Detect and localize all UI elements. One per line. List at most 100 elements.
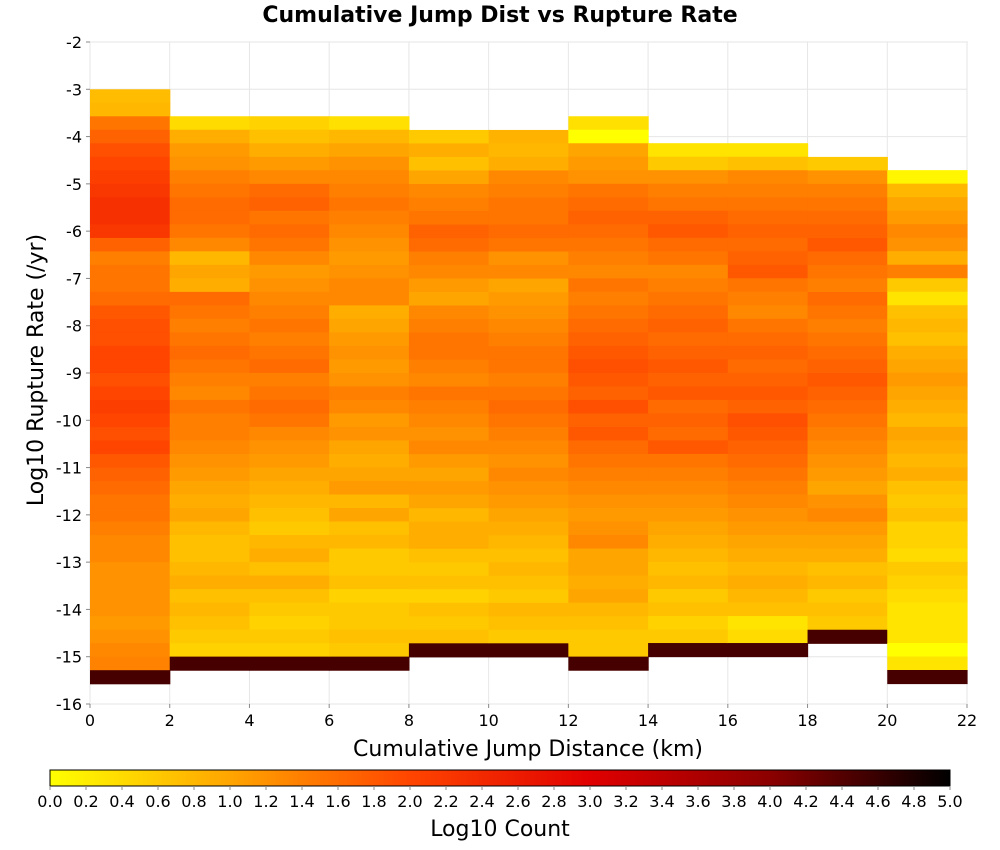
x-tick-label: 20 (877, 711, 897, 730)
heatmap-cell (329, 264, 410, 279)
heatmap-cell (727, 616, 809, 631)
heatmap-cell (568, 197, 649, 212)
heatmap-cell (727, 291, 809, 306)
colorbar-tick-label: 3.8 (721, 792, 746, 811)
heatmap-cell (249, 426, 330, 442)
heatmap-cell (568, 345, 649, 361)
heatmap-cell (488, 629, 569, 644)
heatmap-cell (727, 507, 809, 523)
heatmap-cell (249, 386, 330, 401)
y-tick-label: -16 (56, 695, 82, 714)
x-tick-label: 12 (558, 711, 578, 730)
heatmap-cell (727, 643, 809, 658)
heatmap-cell (329, 602, 410, 617)
heatmap-cell (408, 197, 490, 212)
heatmap-cell (887, 480, 968, 495)
heatmap-cell (807, 346, 888, 361)
colorbar-tick-label: 1.2 (253, 792, 278, 811)
heatmap-cell (488, 602, 569, 617)
heatmap-cell (90, 670, 171, 685)
heatmap-cell (408, 413, 490, 428)
heatmap-cell (329, 521, 410, 536)
heatmap-cell (887, 453, 968, 468)
x-tick-label: 16 (718, 711, 738, 730)
heatmap-cell (329, 656, 410, 671)
heatmap-cell (568, 224, 649, 239)
heatmap-cell (249, 237, 330, 252)
heatmap-cell (568, 629, 649, 644)
heatmap-cell (568, 562, 649, 577)
y-tick-label: -7 (66, 269, 82, 288)
colorbar-tick-label: 1.6 (325, 792, 350, 811)
heatmap-cell (249, 129, 330, 144)
heatmap-cell (568, 602, 649, 617)
colorbar-tick-label: 4.4 (829, 792, 854, 811)
heatmap-cell (169, 237, 251, 252)
heatmap-cell (887, 426, 968, 441)
heatmap-cell (488, 129, 569, 145)
colorbar-tick-label: 2.8 (541, 792, 566, 811)
heatmap-cell (169, 508, 251, 523)
heatmap-cell (169, 156, 251, 171)
heatmap-cell (249, 156, 330, 171)
colorbar-tick-label: 4.8 (901, 792, 926, 811)
heatmap-cell (648, 318, 729, 333)
heatmap-cell (648, 237, 729, 252)
heatmap-cell (329, 278, 410, 293)
heatmap-cell (887, 575, 968, 590)
heatmap-cell (408, 454, 490, 469)
heatmap-cell (169, 170, 251, 185)
heatmap-cell (887, 291, 968, 306)
heatmap-cell (568, 386, 649, 401)
heatmap-cell (408, 575, 490, 590)
heatmap-cell (90, 400, 171, 415)
heatmap-cell (169, 399, 251, 415)
heatmap-cell (568, 183, 649, 198)
y-tick-label: -4 (66, 128, 82, 147)
y-tick-label: -15 (56, 648, 82, 667)
heatmap-cell (568, 318, 649, 333)
heatmap-cell (648, 548, 729, 563)
heatmap-cell (249, 602, 330, 617)
heatmap-cell (90, 508, 171, 523)
heatmap-cell (408, 616, 490, 631)
heatmap-cell (169, 426, 251, 442)
heatmap-cell (90, 251, 171, 266)
heatmap-cell (568, 589, 649, 604)
heatmap-cell (887, 561, 968, 577)
heatmap-cell (807, 224, 888, 239)
heatmap-cell (648, 643, 729, 658)
heatmap-cell (249, 170, 330, 185)
y-tick-label: -11 (56, 459, 82, 478)
heatmap-cell (329, 453, 410, 469)
heatmap-cell (488, 427, 569, 442)
heatmap-cell (488, 319, 569, 334)
colorbar-tick-label: 4.2 (793, 792, 818, 811)
heatmap-cell (568, 399, 649, 415)
heatmap-cell (329, 467, 410, 482)
heatmap-cell (727, 305, 809, 320)
heatmap-cell (568, 643, 649, 658)
heatmap-cell (169, 481, 251, 496)
heatmap-cell (887, 670, 968, 685)
heatmap-cell (329, 372, 410, 388)
heatmap-cell (408, 602, 490, 617)
heatmap-cell (887, 264, 968, 279)
heatmap-cell (648, 426, 729, 441)
heatmap-cell (568, 116, 649, 131)
x-axis-ticks: 0 2 4 6 8 10 12 14 16 18 20 22 (85, 704, 977, 730)
heatmap-cell (887, 440, 968, 455)
heatmap-cell (329, 237, 410, 252)
heatmap-cell (648, 143, 729, 158)
heatmap-cell (568, 548, 649, 563)
heatmap-cell (887, 332, 968, 347)
heatmap-cell (568, 453, 649, 469)
heatmap-cell (887, 318, 968, 333)
heatmap-cell (887, 197, 968, 212)
heatmap-cell (249, 143, 330, 158)
heatmap-cell (727, 237, 809, 252)
heatmap-cell (727, 359, 809, 374)
heatmap-cell (568, 467, 649, 482)
heatmap-cell (488, 183, 569, 199)
heatmap-cell (329, 251, 410, 266)
